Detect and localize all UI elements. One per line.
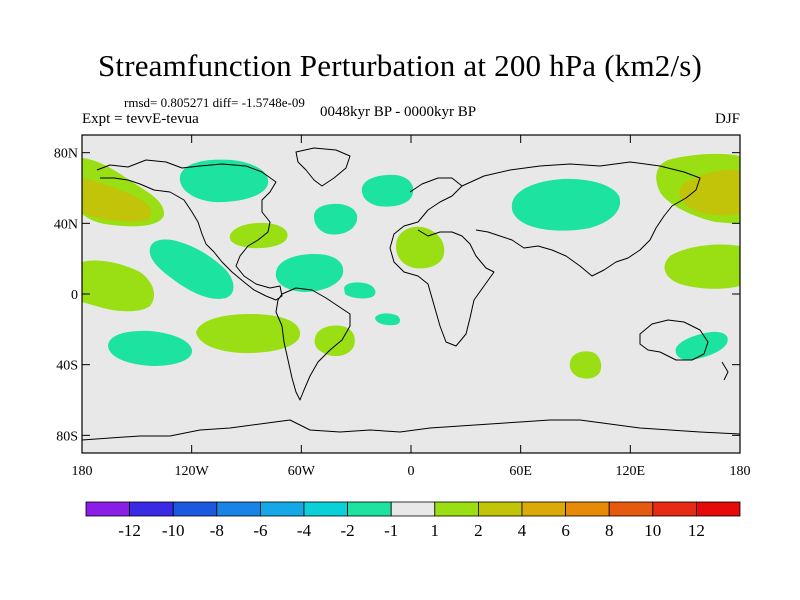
- colorbar-swatch: [172, 501, 218, 517]
- coast-asia: [461, 161, 701, 277]
- contour-region-asia: [511, 178, 621, 231]
- lon-tick-label: 120E: [616, 464, 646, 479]
- contour-region-c-pacific-tropics: [82, 260, 155, 312]
- colorbar-label: 1: [431, 521, 440, 540]
- season-label: DJF: [714, 111, 740, 127]
- lon-tick-label: 180: [72, 464, 93, 479]
- lon-axis: 180 120W 60W 0 60E 120E 180: [72, 135, 751, 479]
- colorbar-label: -10: [162, 521, 185, 540]
- contour-region-n-atlantic: [314, 203, 358, 235]
- contour-region-n-america: [179, 159, 269, 203]
- contour-region-n-pacific-west-core: [82, 178, 152, 222]
- colorbar-label: 2: [474, 521, 483, 540]
- contour-region-e-pacific-tropics: [149, 239, 234, 299]
- coast-europe-africa: [389, 177, 495, 347]
- colorbar-swatch: [565, 501, 610, 517]
- coast-antarctica: [82, 419, 740, 441]
- stats-line: rmsd= 0.805271 diff= -1.5748e-09: [124, 95, 305, 110]
- lat-tick-label: 40S: [56, 359, 78, 374]
- lon-tick-label: 180: [730, 464, 751, 479]
- lon-tick-label: 60E: [509, 464, 532, 479]
- colorbar-label: 4: [518, 521, 527, 540]
- lon-tick-label: 0: [408, 464, 415, 479]
- lat-tick-label: 80N: [54, 147, 78, 162]
- contour-layer: [82, 147, 740, 441]
- colorbar: -12 -10 -8 -6 -4 -2 -1 1 2 4 6 8 10 12: [85, 501, 741, 540]
- colorbar-label: -4: [297, 521, 312, 540]
- coast-south-america: [275, 287, 351, 401]
- coast-new-zealand: [721, 361, 729, 381]
- colorbar-label: 10: [644, 521, 661, 540]
- colorbar-label: 12: [688, 521, 705, 540]
- coast-north-america: [96, 159, 283, 301]
- colorbar-label: -12: [118, 521, 141, 540]
- colorbar-label: -8: [210, 521, 224, 540]
- colorbar-swatch: [303, 501, 348, 517]
- colorbar-label: -6: [253, 521, 267, 540]
- colorbar-swatch: [216, 501, 261, 517]
- colorbar-swatch: [129, 501, 174, 517]
- experiment-label: Expt = tevvE-tevua: [82, 111, 199, 127]
- contour-region-s-pacific-west: [108, 330, 193, 366]
- colorbar-swatch: [608, 501, 654, 517]
- colorbar-swatch: [696, 501, 741, 517]
- colorbar-swatch: [652, 501, 697, 517]
- lat-tick-label: 80S: [56, 429, 78, 444]
- contour-region-australia: [675, 331, 728, 361]
- contour-region-n-europe: [361, 174, 414, 207]
- colorbar-label: -2: [341, 521, 355, 540]
- lon-tick-label: 120W: [175, 464, 210, 479]
- contour-region-caribbean: [275, 254, 344, 292]
- colorbar-swatch: [477, 501, 523, 517]
- chart-title: Streamfunction Perturbation at 200 hPa (…: [97, 48, 703, 83]
- colorbar-swatch: [259, 501, 305, 517]
- lat-tick-label: 40N: [54, 217, 78, 232]
- colorbar-swatch: [521, 501, 566, 517]
- lat-tick-label: 0: [71, 288, 78, 303]
- contour-region-se-us: [229, 222, 288, 249]
- contour-region-indian: [569, 351, 602, 379]
- contour-region-n-africa: [396, 226, 445, 269]
- colorbar-swatch: [390, 501, 436, 517]
- coast-greenland: [295, 147, 351, 187]
- contour-region-s-pacific: [196, 314, 301, 354]
- colorbar-swatch: [85, 501, 130, 517]
- contour-region-n-pacific-east-core: [679, 169, 740, 216]
- contour-region-tropical-atlantic: [344, 282, 376, 299]
- contour-region-w-pacific-tropics: [664, 244, 740, 289]
- colorbar-label: 6: [561, 521, 570, 540]
- colorbar-label: 8: [605, 521, 614, 540]
- lon-tick-label: 60W: [288, 464, 316, 479]
- contour-region-tropical-atlantic-south: [375, 313, 401, 326]
- coast-australia: [639, 319, 709, 361]
- colorbar-swatch: [434, 501, 479, 517]
- lat-axis: 80N 40N 0 40S 80S: [54, 147, 740, 444]
- period-label: 0048kyr BP - 0000kyr BP: [320, 104, 477, 120]
- contour-region-s-atlantic: [314, 325, 355, 357]
- colorbar-swatch: [347, 501, 392, 517]
- coastlines: [82, 147, 740, 441]
- colorbar-label: -1: [384, 521, 398, 540]
